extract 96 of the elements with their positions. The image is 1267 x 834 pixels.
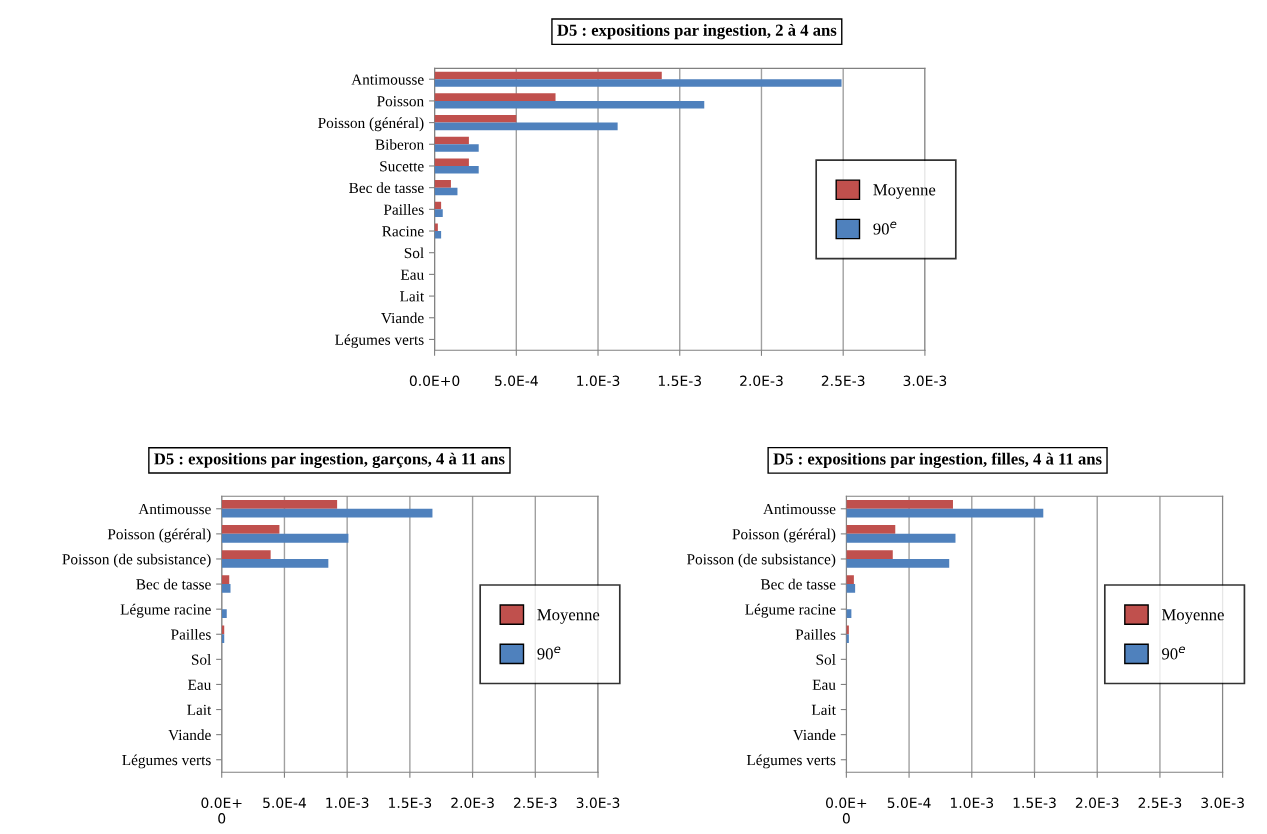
legend-label: Moyenne (537, 609, 600, 624)
bar (434, 180, 451, 188)
y-tick-label: Eau (188, 679, 212, 690)
bar (221, 575, 230, 585)
x-tick-label: 5.0E-4 (263, 797, 307, 809)
bar (434, 209, 443, 217)
bar (434, 231, 442, 239)
y-tick-label: Poisson (377, 96, 424, 107)
x-tick-label: 2.0E-3 (451, 797, 494, 809)
y-tick-label: Antimousse (138, 503, 211, 515)
y-tick-label: Poisson (général) (318, 117, 424, 132)
bar (846, 550, 893, 559)
y-tick-label: Sol (191, 654, 211, 665)
bar (434, 115, 517, 123)
x-tick-label: 2.5E-3 (513, 797, 557, 809)
bar (846, 508, 1044, 518)
y-tick-label: Antimousse (351, 74, 424, 85)
bar (221, 550, 271, 559)
y-tick-label: Viande (168, 729, 211, 741)
y-tick-label: Eau (812, 679, 836, 690)
bar (221, 558, 329, 568)
y-tick-label: Poisson (de subsistance) (62, 553, 211, 568)
bar (221, 533, 349, 543)
bar (434, 136, 469, 145)
x-tick-label: 3.0E-3 (1201, 797, 1244, 809)
x-tick-label: 0.0E+ 0 (201, 797, 242, 824)
bar (221, 508, 433, 518)
x-tick-label: 1.5E-3 (389, 797, 432, 809)
y-tick-label: Eau (400, 269, 424, 280)
x-tick-label: 2.5E-3 (821, 375, 865, 387)
bar (434, 122, 618, 131)
x-tick-label: 5.0E-4 (887, 797, 931, 809)
bar (846, 584, 856, 593)
x-tick-label: 1.5E-3 (658, 375, 701, 387)
y-tick-label: Poisson (géréral) (107, 528, 211, 543)
y-tick-label: Lait (811, 704, 836, 715)
chart-title: D5 : expositions par ingestion, 2 à 4 ans (557, 24, 837, 40)
x-tick-label: 3.0E-3 (576, 797, 620, 809)
y-tick-label: Bec de tasse (349, 182, 424, 194)
y-tick-label: Légume racine (745, 603, 836, 618)
x-tick-label: 0.0E+0 (409, 375, 460, 387)
y-tick-label: Pailles (795, 628, 836, 640)
bar (846, 575, 854, 585)
y-tick-label: Sucette (380, 161, 424, 172)
bar (221, 499, 338, 509)
bar (846, 533, 956, 543)
bar (221, 584, 231, 593)
y-tick-label: Sol (404, 247, 424, 259)
bar (434, 223, 438, 232)
bar (434, 79, 842, 87)
legend-label: Moyenne (873, 184, 936, 199)
bar (221, 609, 227, 618)
x-tick-label: 0.0E+ 0 (826, 797, 867, 824)
bar (846, 558, 950, 568)
y-tick-label: Lait (187, 704, 212, 715)
y-tick-label: Légumes verts (122, 754, 211, 769)
chart-title: D5 : expositions par ingestion, filles, 4 à 11 ans (773, 452, 1102, 469)
legend-label: 90$^{e}$ (1162, 646, 1185, 660)
bar (846, 499, 953, 509)
y-tick-label: Racine (382, 226, 424, 237)
bar (434, 144, 479, 152)
bar (434, 165, 479, 174)
x-tick-label: 1.0E-3 (950, 797, 994, 809)
x-tick-label: 2.0E-3 (1075, 797, 1119, 809)
y-tick-label: Pailles (383, 204, 424, 215)
chart-title: D5 : expositions par ingestion, garçons, 4 à 11 ans (154, 452, 505, 468)
bar (434, 158, 469, 166)
y-tick-label: Sol (816, 654, 836, 665)
bar (434, 100, 705, 109)
y-tick-label: Poisson (géréral) (732, 528, 836, 543)
x-tick-label: 2.5E-3 (1138, 797, 1182, 809)
x-tick-label: 2.0E-3 (740, 375, 783, 387)
legend-label: Moyenne (1161, 609, 1224, 624)
y-tick-label: Viande (792, 729, 836, 741)
y-tick-label: Légume racine (120, 603, 211, 618)
y-tick-label: Légumes verts (335, 334, 424, 349)
y-tick-label: Biberon (375, 138, 424, 150)
x-tick-label: 5.0E-4 (495, 375, 538, 387)
x-tick-label: 1.5E-3 (1013, 797, 1056, 809)
y-tick-label: Viande (381, 312, 424, 324)
x-tick-label: 3.0E-3 (903, 375, 947, 387)
y-tick-label: Bec de tasse (136, 578, 211, 590)
legend-label: 90$^{e}$ (873, 221, 897, 235)
bar (434, 93, 556, 101)
bar (846, 525, 896, 534)
y-tick-label: Légumes verts (746, 754, 836, 769)
bar (434, 71, 662, 80)
x-tick-label: 1.0E-3 (577, 375, 620, 387)
y-tick-label: Antimousse (763, 503, 836, 515)
y-tick-label: Pailles (171, 628, 211, 640)
y-tick-label: Bec de tasse (760, 578, 836, 590)
y-tick-label: Poisson (de subsistance) (687, 553, 836, 568)
y-tick-label: Lait (400, 291, 425, 302)
x-tick-label: 1.0E-3 (326, 797, 369, 809)
legend-label: 90$^{e}$ (537, 646, 561, 660)
bar (221, 525, 280, 534)
